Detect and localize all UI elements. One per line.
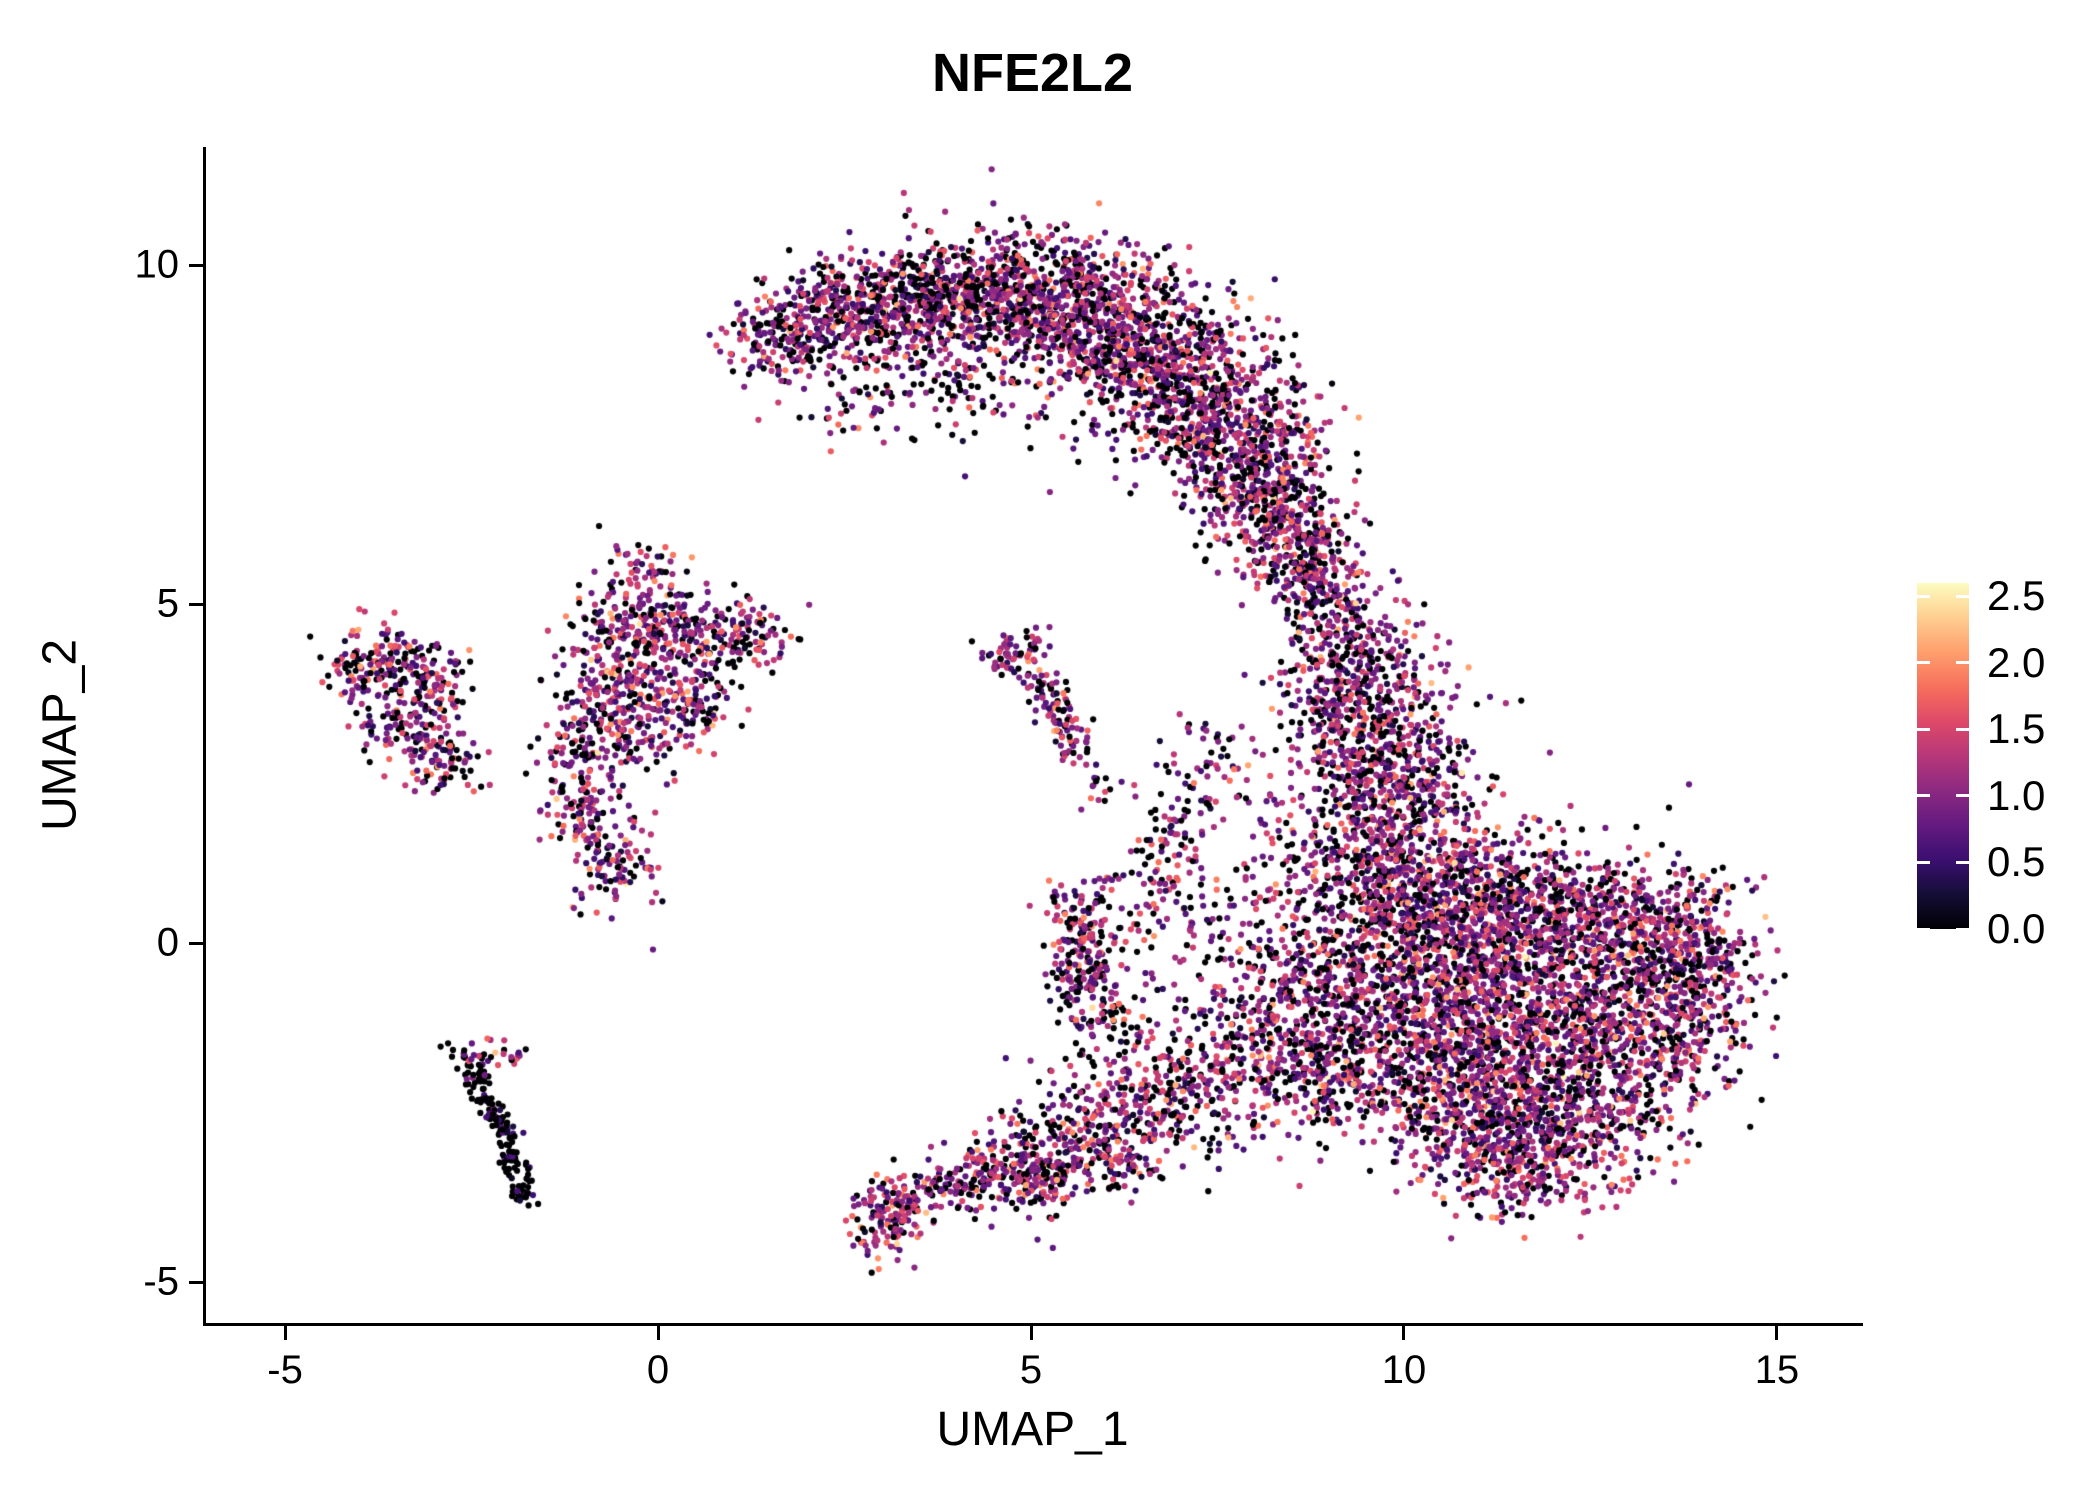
- y-tick-mark: [189, 263, 203, 267]
- x-tick-label: 5: [1019, 1348, 1043, 1392]
- y-tick-mark: [189, 941, 203, 945]
- x-tick-mark: [1775, 1326, 1779, 1340]
- legend-tick-label: 1.0: [1987, 771, 2046, 819]
- legend-tick-mark: [1917, 727, 1930, 731]
- x-tick-mark: [1029, 1326, 1033, 1340]
- y-tick-label: 10: [134, 242, 180, 287]
- x-axis-label: UMAP_1: [936, 1403, 1129, 1456]
- legend-tick-label: 1.5: [1987, 705, 2046, 753]
- legend-tick-mark: [1917, 794, 1930, 798]
- y-axis-line: [203, 147, 206, 1326]
- legend-tick-label: 0.0: [1987, 905, 2046, 952]
- legend-tick-mark: [1956, 927, 1969, 931]
- x-tick-label: 10: [1381, 1348, 1427, 1392]
- legend-tick-mark: [1956, 661, 1969, 665]
- legend-tick-mark: [1917, 661, 1930, 665]
- scatter-canvas: [206, 147, 1859, 1323]
- x-tick-label: 0: [646, 1348, 670, 1392]
- legend-tick-mark: [1917, 594, 1930, 598]
- y-axis-label: UMAP_2: [33, 638, 87, 832]
- y-tick-mark: [189, 602, 203, 606]
- legend-tick-label: 2.0: [1987, 638, 2046, 686]
- legend-tick-mark: [1956, 727, 1969, 731]
- legend-tick-mark: [1956, 594, 1969, 598]
- x-tick-label: -5: [267, 1348, 303, 1392]
- x-tick-mark: [1402, 1326, 1406, 1340]
- legend-tick-mark: [1917, 860, 1930, 864]
- x-tick-mark: [283, 1326, 287, 1340]
- legend-tick-label: 0.5: [1987, 838, 2046, 886]
- chart-title: NFE2L2: [931, 43, 1134, 103]
- legend-tick-mark: [1917, 927, 1930, 931]
- colorbar-gradient: [1917, 583, 1969, 929]
- y-tick-label: 5: [156, 581, 179, 626]
- legend-tick-label: 2.5: [1987, 572, 2046, 620]
- x-tick-mark: [656, 1326, 660, 1340]
- y-tick-label: 0: [156, 920, 179, 965]
- legend-tick-mark: [1956, 860, 1969, 864]
- x-tick-label: 15: [1754, 1348, 1800, 1392]
- legend-tick-mark: [1956, 794, 1969, 798]
- y-tick-label: -5: [143, 1259, 179, 1304]
- y-tick-mark: [189, 1280, 203, 1284]
- x-axis-line: [203, 1323, 1863, 1326]
